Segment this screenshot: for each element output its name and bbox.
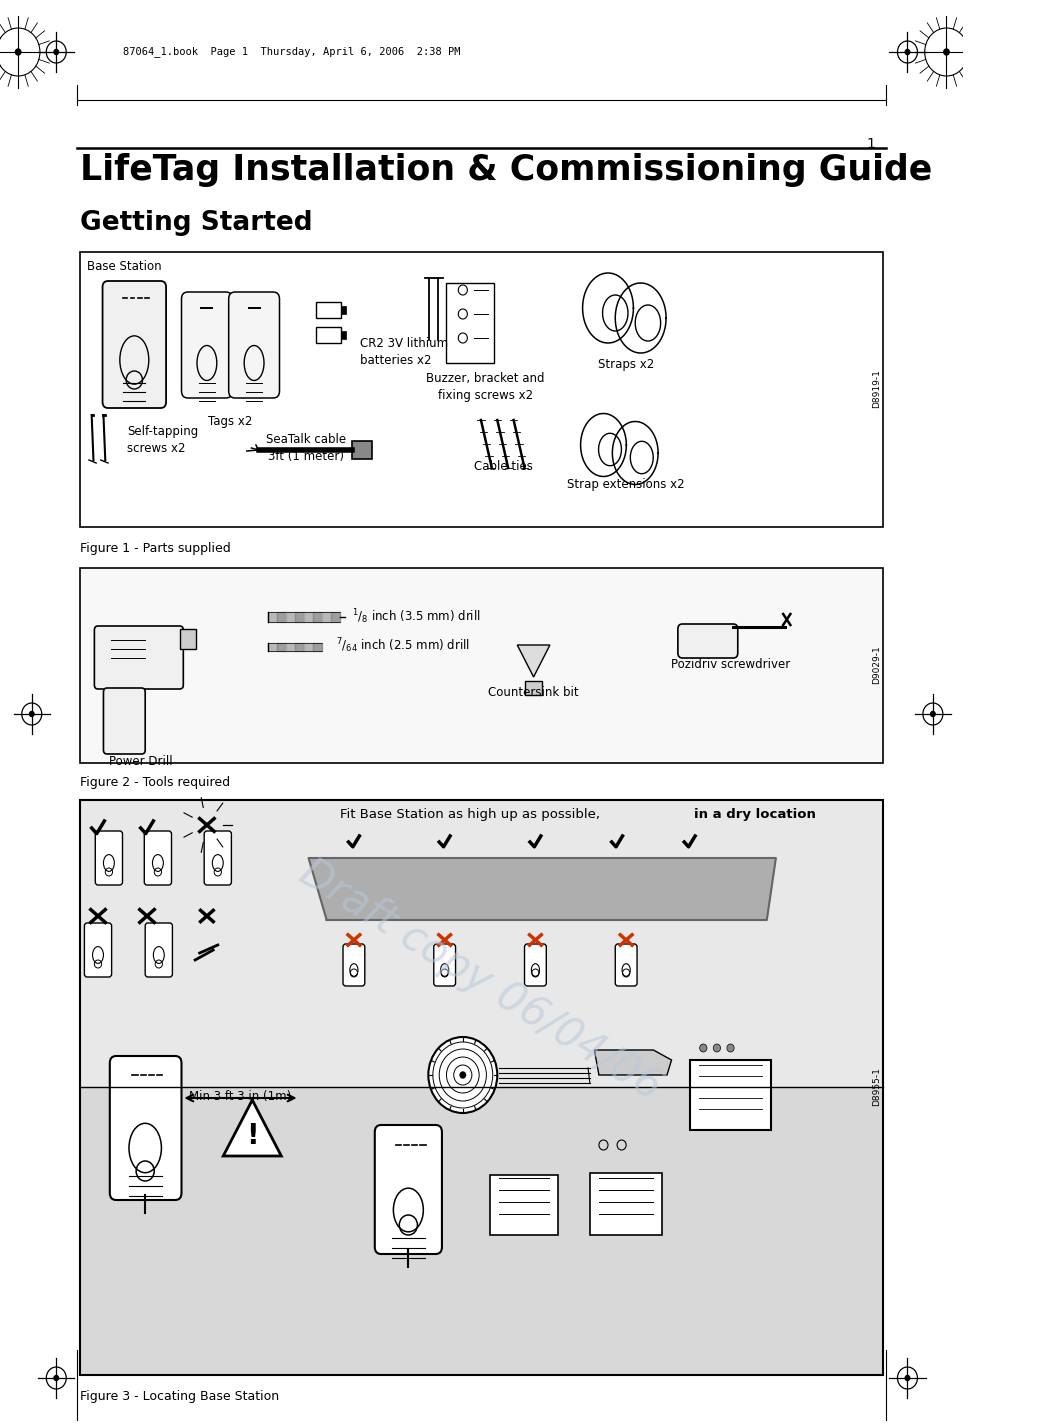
Bar: [342, 306, 346, 314]
Text: Figure 2 - Tools required: Figure 2 - Tools required: [80, 775, 230, 790]
Text: D8919-1: D8919-1: [872, 370, 881, 408]
FancyBboxPatch shape: [85, 922, 111, 977]
FancyBboxPatch shape: [343, 944, 365, 985]
FancyBboxPatch shape: [109, 1055, 181, 1200]
Polygon shape: [309, 858, 776, 920]
Bar: [316, 327, 342, 343]
Text: Straps x2: Straps x2: [598, 358, 655, 371]
Polygon shape: [603, 296, 628, 331]
Text: Strap extensions x2: Strap extensions x2: [568, 478, 685, 491]
Circle shape: [429, 1037, 498, 1112]
Text: Getting Started: Getting Started: [80, 210, 313, 236]
Circle shape: [699, 1044, 707, 1052]
Text: $^1/_8$ inch (3.5 mm) drill: $^1/_8$ inch (3.5 mm) drill: [352, 607, 481, 625]
Polygon shape: [518, 645, 550, 677]
Text: LifeTag Installation & Commissioning Guide: LifeTag Installation & Commissioning Gui…: [80, 153, 933, 187]
Polygon shape: [636, 306, 661, 341]
FancyBboxPatch shape: [615, 944, 637, 985]
Bar: [525, 681, 542, 695]
Text: Power Drill: Power Drill: [109, 755, 173, 768]
Text: Buzzer, bracket and
fixing screws x2: Buzzer, bracket and fixing screws x2: [427, 373, 544, 403]
FancyBboxPatch shape: [103, 281, 167, 408]
Bar: [80, 1088, 883, 1375]
Bar: [690, 1060, 771, 1130]
Polygon shape: [598, 433, 622, 466]
Text: 1: 1: [867, 137, 875, 151]
Bar: [80, 251, 883, 527]
Bar: [447, 283, 493, 363]
Circle shape: [944, 49, 950, 56]
Bar: [80, 568, 883, 763]
Text: Figure 1 - Parts supplied: Figure 1 - Parts supplied: [80, 543, 230, 555]
Bar: [590, 1172, 662, 1235]
Text: SeaTalk cable
3ft (1 meter): SeaTalk cable 3ft (1 meter): [265, 433, 346, 463]
FancyBboxPatch shape: [94, 625, 184, 688]
Text: Pozidriv screwdriver: Pozidriv screwdriver: [671, 658, 790, 671]
Circle shape: [713, 1044, 720, 1052]
Bar: [80, 800, 883, 1375]
Bar: [490, 1175, 558, 1235]
Text: Tags x2: Tags x2: [208, 416, 253, 428]
Text: Min 3 ft 3 in (1m): Min 3 ft 3 in (1m): [189, 1090, 292, 1102]
Polygon shape: [630, 441, 654, 474]
Text: D9029-1: D9029-1: [872, 645, 881, 684]
Circle shape: [727, 1044, 734, 1052]
Bar: [316, 301, 342, 318]
Bar: [352, 441, 372, 458]
FancyBboxPatch shape: [229, 291, 279, 398]
FancyBboxPatch shape: [104, 688, 145, 754]
Circle shape: [54, 1375, 58, 1381]
Polygon shape: [594, 1050, 672, 1075]
Text: Cable ties: Cable ties: [474, 460, 533, 473]
Text: CR2 3V lithium
batteries x2: CR2 3V lithium batteries x2: [361, 337, 449, 367]
Text: D8955-1: D8955-1: [872, 1068, 881, 1107]
Bar: [342, 331, 346, 338]
Circle shape: [30, 711, 34, 717]
Circle shape: [925, 29, 969, 76]
Text: Figure 3 - Locating Base Station: Figure 3 - Locating Base Station: [80, 1389, 279, 1402]
FancyBboxPatch shape: [181, 291, 232, 398]
Circle shape: [16, 49, 21, 56]
Circle shape: [905, 50, 909, 54]
FancyBboxPatch shape: [95, 831, 122, 885]
Circle shape: [460, 1072, 466, 1078]
Text: Fit Base Station as high up as possible,: Fit Base Station as high up as possible,: [341, 808, 601, 821]
Text: !: !: [246, 1122, 259, 1150]
Text: Draft copy 06/04/06: Draft copy 06/04/06: [293, 851, 669, 1108]
Text: Base Station: Base Station: [87, 260, 161, 273]
FancyBboxPatch shape: [434, 944, 455, 985]
Polygon shape: [223, 1100, 281, 1157]
Bar: [80, 800, 883, 1087]
Text: Countersink bit: Countersink bit: [488, 685, 579, 698]
FancyBboxPatch shape: [524, 944, 546, 985]
FancyBboxPatch shape: [678, 624, 737, 658]
Text: $^7/_{64}$ inch (2.5 mm) drill: $^7/_{64}$ inch (2.5 mm) drill: [335, 635, 470, 654]
Circle shape: [930, 711, 935, 717]
FancyBboxPatch shape: [145, 922, 173, 977]
FancyBboxPatch shape: [204, 831, 231, 885]
Circle shape: [54, 50, 58, 54]
Circle shape: [0, 29, 40, 76]
Bar: [179, 628, 196, 648]
Text: in a dry location: in a dry location: [694, 808, 816, 821]
Text: Self-tapping
screws x2: Self-tapping screws x2: [127, 426, 198, 456]
Text: 87064_1.book  Page 1  Thursday, April 6, 2006  2:38 PM: 87064_1.book Page 1 Thursday, April 6, 2…: [122, 47, 460, 57]
FancyBboxPatch shape: [144, 831, 172, 885]
Circle shape: [905, 1375, 909, 1381]
FancyBboxPatch shape: [375, 1125, 442, 1254]
